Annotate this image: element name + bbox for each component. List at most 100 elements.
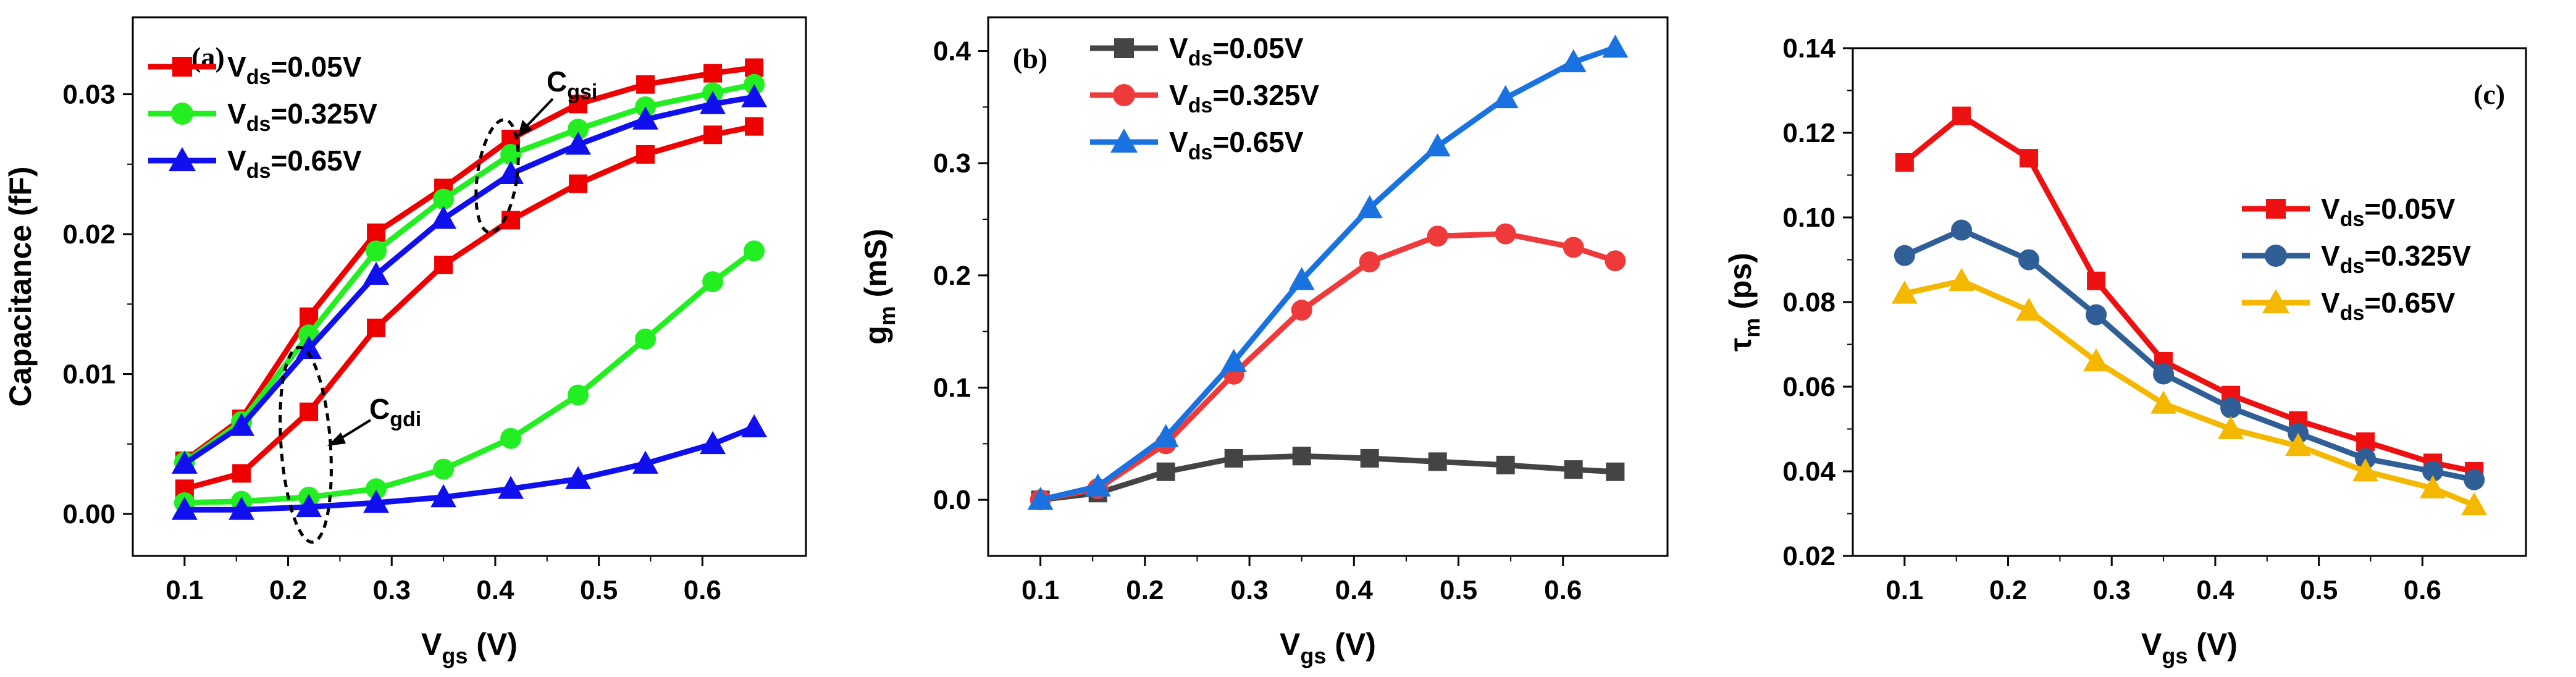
legend-label: Vds=0.05V [2321, 193, 2456, 231]
data-point [703, 125, 723, 145]
series-line [183, 65, 755, 463]
y-axis-label: Capacitance (fF) [3, 167, 38, 407]
y-tick-label: 0.2 [933, 261, 971, 291]
y-tick-label: 0.10 [1782, 203, 1836, 233]
data-point [1360, 448, 1379, 468]
data-point [229, 497, 255, 520]
data-point [2016, 297, 2042, 321]
x-tick-label: 0.2 [1126, 575, 1164, 605]
data-point [1427, 225, 1448, 247]
x-axis-label: Vgs (V) [421, 627, 518, 668]
data-point [434, 255, 453, 274]
x-tick-label: 0.5 [580, 575, 618, 605]
data-point [367, 223, 386, 242]
data-point [171, 450, 198, 474]
legend-entry: Vds=0.325V [148, 98, 377, 136]
legend-marker [1114, 38, 1134, 58]
data-point [632, 450, 659, 474]
data-point [1564, 460, 1583, 479]
cgdi-label: Cgdi [369, 393, 421, 431]
data-point [1424, 133, 1451, 157]
data-point [700, 91, 726, 114]
x-tick-label: 0.3 [1230, 575, 1268, 605]
data-point [171, 497, 198, 520]
data-point [2086, 304, 2107, 326]
data-point [1428, 452, 1447, 471]
series-4 [175, 117, 764, 498]
series-line [1040, 453, 1616, 503]
x-tick-label: 0.5 [2300, 575, 2338, 605]
data-point [2018, 249, 2040, 271]
legend-marker [1110, 128, 1138, 153]
series-3 [1891, 267, 2488, 516]
legend-entry: Vds=0.05V [148, 51, 362, 89]
data-point [229, 413, 255, 436]
legend-marker [172, 57, 192, 77]
data-point [745, 58, 764, 77]
legend-entry: Vds=0.65V [1090, 126, 1304, 164]
data-point [632, 106, 659, 130]
x-axis-label: Vgs (V) [1280, 627, 1376, 668]
data-point [1895, 153, 1914, 172]
x-axis-label: Vgs (V) [2141, 627, 2238, 668]
series-5 [174, 240, 765, 513]
y-tick-label: 0.01 [62, 360, 115, 390]
y-tick-label: 0.02 [1782, 541, 1836, 571]
data-point [2422, 461, 2444, 482]
chart-panel-2: 0.1 0.2 0.3 0.4 0.5 0.6 0.0 0.1 0.2 0.3 0.4 Vgs (V)… [858, 16, 1669, 668]
legend-entry: Vds=0.65V [148, 145, 362, 183]
series-line [1039, 231, 1616, 503]
legend-marker [2266, 199, 2286, 219]
data-point [430, 484, 457, 508]
legend-marker [171, 103, 193, 125]
x-tick-label: 0.1 [166, 575, 203, 605]
series-line [184, 424, 755, 513]
data-point [741, 84, 768, 107]
data-point [741, 414, 768, 438]
data-point [1560, 49, 1587, 73]
data-point [433, 458, 455, 480]
y-tick-label: 0.02 [62, 219, 115, 250]
data-point [700, 431, 726, 455]
data-point [500, 427, 522, 449]
data-point [1605, 250, 1626, 272]
series-6 [171, 414, 768, 520]
cgsi-dashed-ellipse [474, 118, 520, 234]
data-point [366, 240, 387, 262]
series-line [1039, 44, 1616, 503]
data-point [636, 75, 655, 94]
legend-entry: Vds=0.05V [1090, 32, 1304, 70]
data-point [568, 119, 589, 140]
data-point [498, 476, 524, 499]
x-tick-label: 0.4 [2196, 575, 2234, 605]
data-point [1291, 300, 1312, 321]
chart-panel-1: 0.1 0.2 0.3 0.4 0.5 0.6 0.00 0.01 0.02 0.03 Vgs (V… [3, 16, 807, 668]
data-point [2087, 271, 2106, 290]
data-point [1496, 455, 1515, 474]
cgdi-arrow-line [337, 419, 372, 441]
data-point [1292, 447, 1311, 466]
legend-entry: Vds=0.05V [2242, 193, 2456, 231]
y-tick-label: 0.12 [1782, 118, 1836, 148]
cgdi-arrow-head [327, 432, 346, 446]
series-line [1903, 227, 2475, 483]
x-tick-label: 0.1 [1886, 575, 1923, 605]
data-point [2420, 475, 2446, 498]
data-point [1085, 473, 1111, 497]
data-point [565, 132, 592, 155]
data-point [1359, 251, 1380, 273]
legend-marker [2262, 289, 2289, 314]
x-tick-label: 0.3 [2093, 575, 2131, 605]
series-line [184, 248, 756, 506]
data-point [2083, 348, 2110, 372]
x-tick-label: 0.4 [476, 575, 514, 605]
series-line [183, 124, 755, 492]
data-point [636, 145, 655, 164]
data-point [1951, 219, 1973, 241]
legend-label: Vds=0.65V [2321, 287, 2456, 325]
data-point [1156, 462, 1175, 481]
data-point [1602, 35, 1629, 58]
y-tick-label: 0.4 [933, 36, 971, 67]
legend-label: Vds=0.65V [1169, 126, 1304, 164]
legend-label: Vds=0.325V [2321, 240, 2471, 278]
